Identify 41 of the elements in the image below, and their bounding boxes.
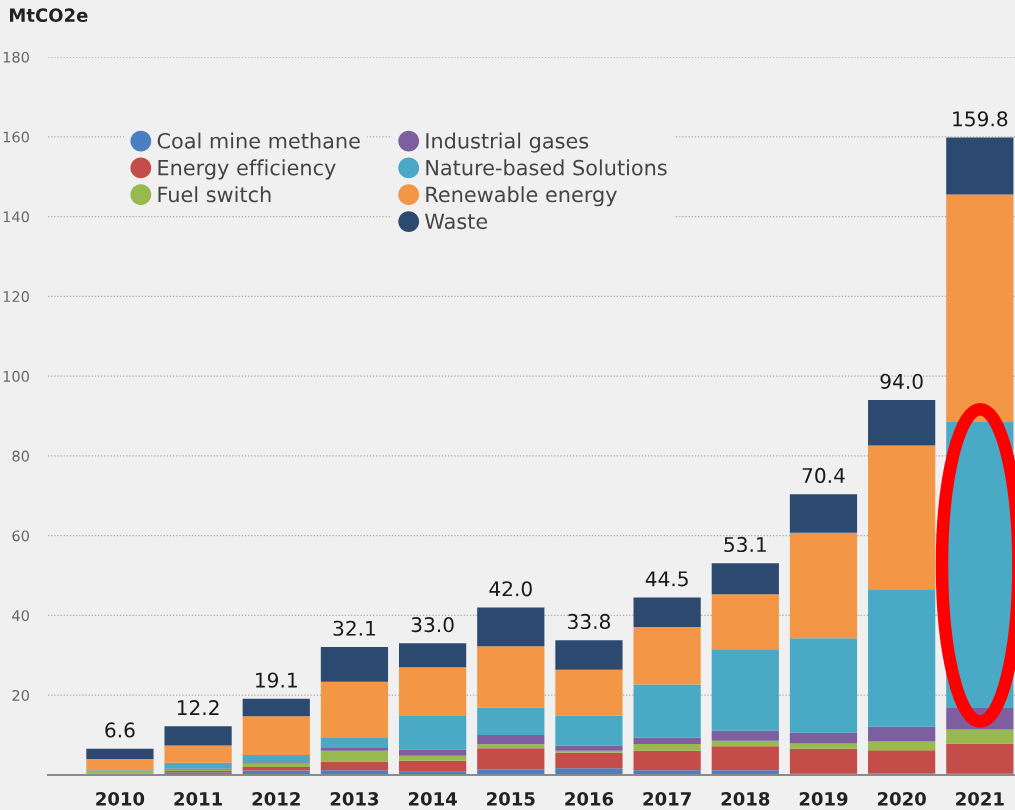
x-tick-label: 2012 <box>252 791 300 806</box>
y-tick-label: 60 <box>12 530 29 542</box>
x-tick-label: 2011 <box>174 791 222 806</box>
x-tick-label: 2013 <box>330 791 379 806</box>
legend-label: Renewable energy <box>426 186 617 207</box>
y-tick-label: 180 <box>3 51 29 63</box>
x-tick-label: 2014 <box>408 791 457 806</box>
total-label: 6.6 <box>105 722 135 738</box>
y-tick-label: 160 <box>3 131 29 143</box>
legend-label: Coal mine methane <box>157 132 360 149</box>
x-tick-label: 2021 <box>956 791 1004 806</box>
total-label: 12.2 <box>177 700 219 715</box>
total-label: 42.0 <box>489 581 532 597</box>
x-tick-label: 2010 <box>96 791 145 806</box>
total-label: 94.0 <box>880 373 923 389</box>
y-tick-label: 140 <box>3 211 29 223</box>
legend-label: Nature-based Solutions <box>426 159 667 176</box>
x-tick-label: 2015 <box>487 791 535 806</box>
total-label: 70.4 <box>802 467 845 484</box>
x-tick-label: 2020 <box>877 791 926 806</box>
legend-label: Energy efficiency <box>158 159 336 180</box>
x-tick-label: 2017 <box>643 791 691 806</box>
total-label: 19.1 <box>256 672 297 688</box>
legend-label: Waste <box>425 213 488 230</box>
y-tick-label: 40 <box>12 610 29 622</box>
y-tick-label: 120 <box>3 291 29 303</box>
total-label: 33.8 <box>568 613 610 630</box>
total-label: 32.1 <box>333 620 375 636</box>
total-label: 33.0 <box>411 617 454 633</box>
x-tick-label: 2016 <box>565 791 614 806</box>
y-tick-label: 20 <box>12 689 29 701</box>
total-label: 44.5 <box>645 571 688 587</box>
x-tick-label: 2019 <box>799 791 848 806</box>
y-tick-label: 80 <box>12 450 29 462</box>
total-label: 159.8 <box>953 111 1008 127</box>
y-tick-label: 100 <box>3 370 29 382</box>
x-tick-label: 2018 <box>721 791 770 806</box>
total-label: 53.1 <box>724 536 766 553</box>
y-axis-title: MtCO2e <box>10 8 88 23</box>
legend-label: Fuel switch <box>158 186 271 203</box>
legend-label: Industrial gases <box>426 132 589 153</box>
